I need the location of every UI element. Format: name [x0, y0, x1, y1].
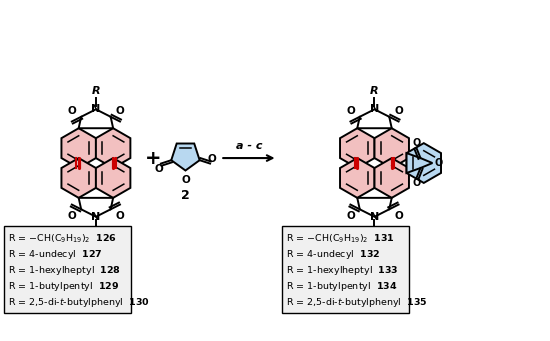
Polygon shape	[79, 109, 113, 128]
Text: R = 2,5-di-$\it{t}$-butylphenyl  $\bf{130}$: R = 2,5-di-$\it{t}$-butylphenyl $\bf{130…	[8, 296, 150, 309]
Text: O: O	[434, 158, 443, 168]
Text: R = $-$CH(C$_9$H$_{19}$)$_2$  $\bf{131}$: R = $-$CH(C$_9$H$_{19}$)$_2$ $\bf{131}$	[287, 232, 395, 245]
Polygon shape	[96, 128, 130, 168]
Text: R = 1-butylpentyl  $\bf{134}$: R = 1-butylpentyl $\bf{134}$	[287, 280, 398, 293]
Text: O: O	[346, 105, 355, 116]
Text: R: R	[370, 86, 379, 97]
Text: R = 1-hexylheptyl  $\bf{128}$: R = 1-hexylheptyl $\bf{128}$	[8, 264, 121, 277]
Text: O: O	[116, 105, 124, 116]
Text: O: O	[68, 210, 76, 221]
Text: O: O	[116, 210, 124, 221]
Text: R = 4-undecyl  $\bf{127}$: R = 4-undecyl $\bf{127}$	[8, 248, 102, 261]
Text: N: N	[91, 104, 101, 114]
FancyBboxPatch shape	[283, 226, 409, 313]
Text: 2: 2	[181, 189, 190, 203]
Text: R = 4-undecyl  $\bf{132}$: R = 4-undecyl $\bf{132}$	[287, 248, 381, 261]
Text: N: N	[370, 104, 379, 114]
Polygon shape	[375, 158, 409, 198]
FancyBboxPatch shape	[4, 226, 131, 313]
Text: +: +	[145, 149, 161, 167]
Text: a - c: a - c	[235, 140, 262, 151]
Text: O: O	[394, 210, 403, 221]
Polygon shape	[96, 158, 130, 198]
Text: R: R	[92, 86, 100, 97]
Polygon shape	[358, 198, 392, 217]
Polygon shape	[62, 128, 96, 168]
Text: O: O	[68, 105, 76, 116]
Polygon shape	[62, 158, 96, 198]
Text: R: R	[92, 230, 100, 240]
Polygon shape	[340, 158, 375, 198]
Polygon shape	[171, 144, 200, 170]
Text: O: O	[346, 210, 355, 221]
Text: R = $-$CH(C$_9$H$_{19}$)$_2$  $\bf{126}$: R = $-$CH(C$_9$H$_{19}$)$_2$ $\bf{126}$	[8, 232, 117, 245]
Text: R = 2,5-di-$\it{t}$-butylphenyl  $\bf{135}$: R = 2,5-di-$\it{t}$-butylphenyl $\bf{135…	[287, 296, 428, 309]
Text: R = 1-butylpentyl  $\bf{129}$: R = 1-butylpentyl $\bf{129}$	[8, 280, 119, 293]
Polygon shape	[340, 128, 375, 168]
Text: R: R	[370, 230, 379, 240]
Text: R = 1-hexylheptyl  $\bf{133}$: R = 1-hexylheptyl $\bf{133}$	[287, 264, 399, 277]
Text: N: N	[370, 212, 379, 222]
Text: O: O	[207, 153, 216, 164]
Text: N: N	[91, 212, 101, 222]
Polygon shape	[406, 153, 432, 173]
Polygon shape	[375, 128, 409, 168]
Text: O: O	[412, 178, 421, 188]
Polygon shape	[406, 143, 441, 183]
Polygon shape	[79, 198, 113, 217]
Text: O: O	[155, 164, 163, 174]
Text: O: O	[412, 138, 421, 148]
Text: O: O	[394, 105, 403, 116]
Text: O: O	[181, 176, 190, 186]
Polygon shape	[358, 109, 392, 128]
